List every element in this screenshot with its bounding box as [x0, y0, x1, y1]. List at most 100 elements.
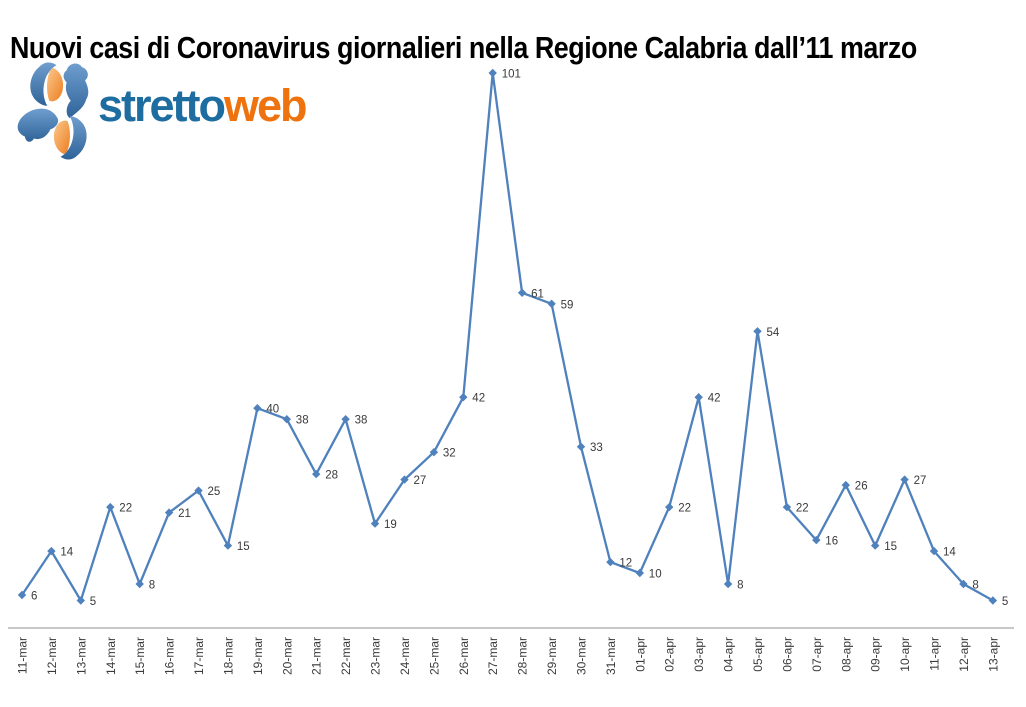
data-point-label: 6 — [31, 591, 37, 603]
x-axis-tick-label: 30-mar — [575, 637, 589, 675]
data-point-label: 27 — [414, 475, 427, 487]
data-point-label: 5 — [1002, 596, 1008, 608]
data-point-marker — [17, 590, 27, 600]
data-point-marker — [841, 480, 850, 490]
x-axis-tick-label: 27-mar — [486, 637, 500, 675]
x-axis-tick-label: 15-mar — [133, 637, 147, 675]
data-point-label: 22 — [678, 503, 691, 515]
data-point-label: 14 — [60, 547, 73, 559]
data-point-marker — [282, 415, 291, 424]
data-point-label: 22 — [119, 503, 132, 515]
data-point-marker — [547, 299, 556, 308]
sicily-shape — [17, 108, 59, 142]
x-axis-tick-label: 31-mar — [604, 637, 618, 675]
data-point-marker — [517, 288, 527, 297]
data-point-label: 5 — [90, 596, 96, 608]
data-point-label: 21 — [178, 508, 191, 520]
series-line — [20, 71, 995, 602]
x-axis-tick-label: 16-mar — [163, 637, 177, 675]
data-point-marker — [194, 486, 203, 495]
flame-bottom-icon — [53, 120, 70, 154]
data-point-marker — [606, 557, 615, 567]
data-point-marker — [959, 579, 968, 589]
data-point-label: 32 — [443, 448, 456, 460]
x-axis-tick-label: 11-apr — [928, 637, 942, 671]
data-point-label: 33 — [590, 442, 603, 454]
x-axis-tick-label: 25-mar — [427, 637, 441, 675]
data-point-marker — [988, 596, 998, 605]
x-axis-tick-label: 02-apr — [663, 637, 677, 672]
x-axis-tick-label: 12-apr — [957, 637, 971, 672]
data-point-marker — [370, 519, 380, 528]
data-point-label: 8 — [149, 580, 155, 592]
x-axis-tick-label: 29-mar — [545, 637, 559, 675]
data-point-label: 61 — [531, 288, 544, 300]
x-axis-tick-label: 05-apr — [751, 637, 765, 672]
data-point-label: 28 — [325, 470, 338, 482]
data-point-marker — [164, 508, 174, 517]
data-point-label: 40 — [266, 404, 279, 416]
data-point-marker — [900, 475, 909, 484]
data-point-marker — [341, 415, 350, 424]
data-point-label: 19 — [384, 519, 397, 531]
data-point-marker — [753, 327, 762, 336]
data-point-label: 38 — [296, 415, 309, 427]
data-point-marker — [871, 541, 880, 550]
data-point-label: 22 — [796, 503, 809, 515]
data-point-label: 54 — [767, 327, 780, 339]
x-axis-tick-label: 09-apr — [869, 637, 883, 672]
x-axis-tick-label: 24-mar — [398, 637, 412, 675]
data-point-marker — [312, 469, 321, 479]
data-point-marker — [135, 579, 144, 589]
data-point-marker — [929, 546, 939, 556]
data-point-marker — [635, 568, 644, 578]
swirl-top-blue-icon — [30, 62, 57, 106]
data-point-marker — [488, 68, 497, 78]
data-point-label: 42 — [472, 393, 485, 405]
data-point-label: 38 — [355, 415, 368, 427]
flame-top-icon — [47, 68, 64, 102]
data-point-label: 14 — [943, 547, 956, 559]
data-point-marker — [694, 393, 703, 402]
data-point-marker — [459, 393, 468, 402]
x-axis-tick-label: 21-mar — [310, 637, 324, 675]
data-point-marker — [429, 448, 439, 457]
strettoweb-logo-graphic — [17, 62, 89, 160]
data-point-label: 59 — [561, 299, 574, 311]
x-axis-tick-label: 07-apr — [810, 637, 824, 672]
data-point-label: 15 — [884, 541, 897, 553]
data-point-label: 42 — [708, 393, 721, 405]
data-point-label: 101 — [502, 69, 521, 81]
logo-text-web: web — [224, 80, 308, 131]
x-axis-tick-label: 19-mar — [251, 637, 265, 675]
x-axis-tick-label: 13-apr — [986, 637, 1000, 672]
x-axis-tick-label: 03-apr — [692, 637, 706, 672]
data-point-marker — [400, 475, 409, 484]
data-point-marker — [253, 404, 262, 413]
data-point-label: 15 — [237, 541, 250, 553]
data-point-marker — [576, 442, 586, 451]
x-axis-tick-label: 20-mar — [280, 637, 294, 675]
data-point-label: 10 — [649, 569, 662, 581]
logo-text-stretto: stretto — [98, 80, 226, 131]
data-point-label: 8 — [737, 580, 743, 592]
data-point-label: 26 — [855, 481, 868, 493]
data-point-marker — [782, 502, 792, 512]
x-axis-tick-label: 14-mar — [104, 637, 118, 675]
x-axis-tick-label: 22-mar — [339, 637, 353, 675]
x-axis-tick-label: 18-mar — [221, 637, 235, 675]
data-point-marker — [723, 579, 733, 589]
data-point-marker — [106, 502, 115, 512]
x-axis-tick-label: 01-apr — [633, 637, 647, 672]
x-axis-tick-label: 06-apr — [780, 637, 794, 672]
data-point-label: 12 — [619, 558, 632, 570]
data-point-label: 16 — [825, 536, 838, 548]
data-point-label: 8 — [972, 580, 978, 592]
data-point-marker — [76, 596, 85, 605]
x-axis-tick-label: 11-mar — [16, 637, 30, 674]
x-axis-tick-label: 13-mar — [74, 637, 88, 675]
data-point-marker — [223, 541, 233, 550]
strettoweb-logo-text: strettoweb — [98, 80, 308, 142]
data-point-label: 27 — [914, 475, 927, 487]
